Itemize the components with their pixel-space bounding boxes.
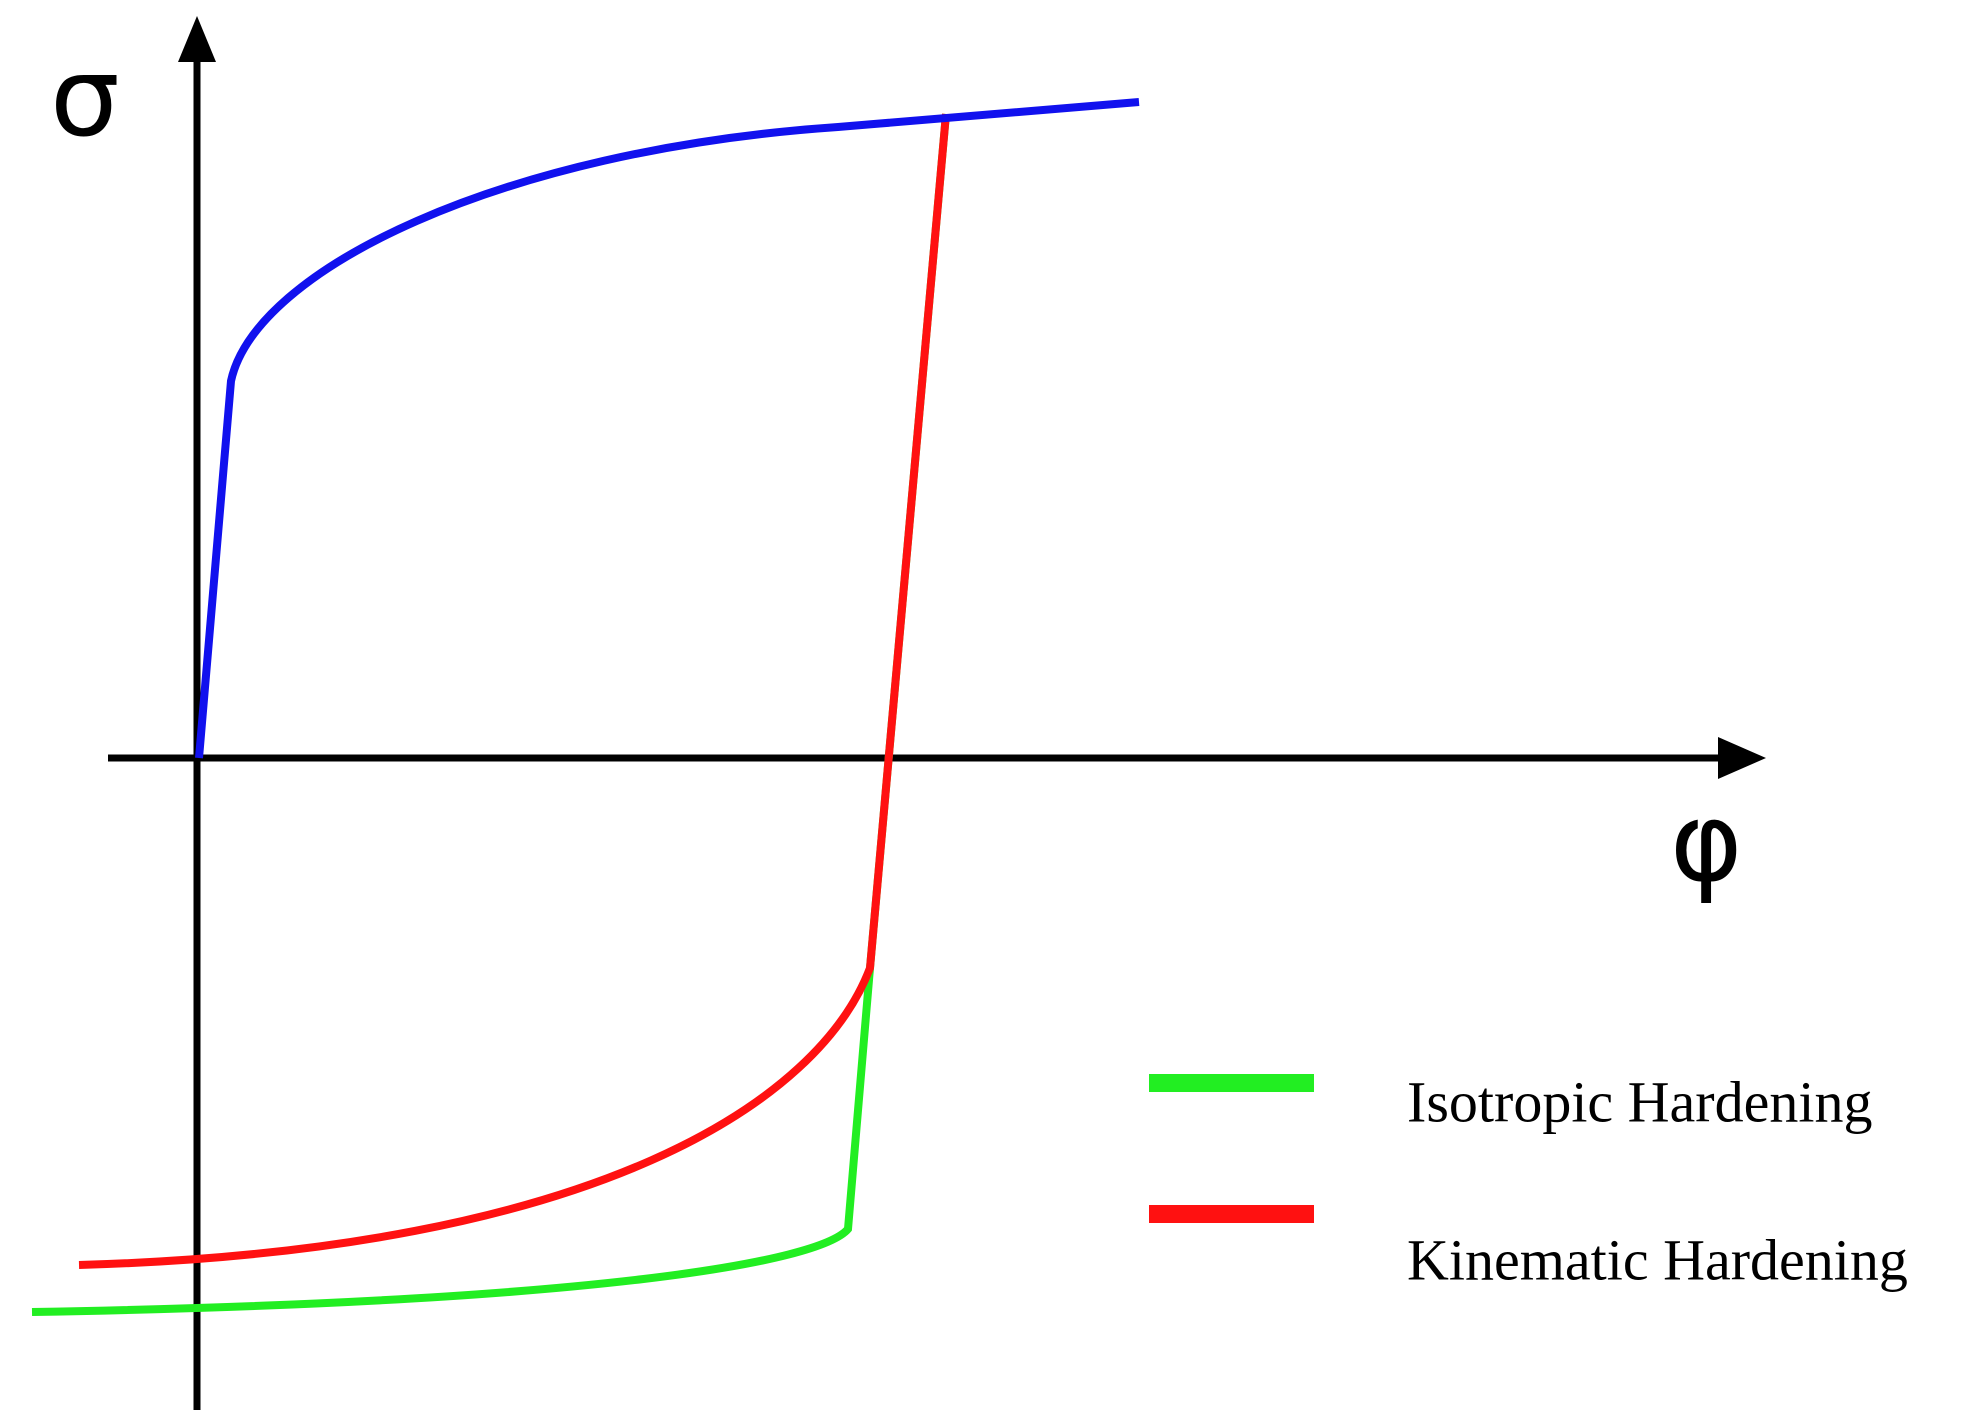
y-axis-arrow [178,16,216,62]
legend-label: Isotropic Hardening [1407,1069,1872,1134]
x-axis-arrow [1718,737,1766,779]
y-axis-label: σ [50,33,120,161]
kinematic-curve [78,113,950,1269]
x-axis-label: φ [1670,778,1743,906]
initial-loading-curve [195,98,1140,759]
isotropic-curve [31,113,950,1316]
legend-label: Kinematic Hardening [1407,1227,1908,1292]
